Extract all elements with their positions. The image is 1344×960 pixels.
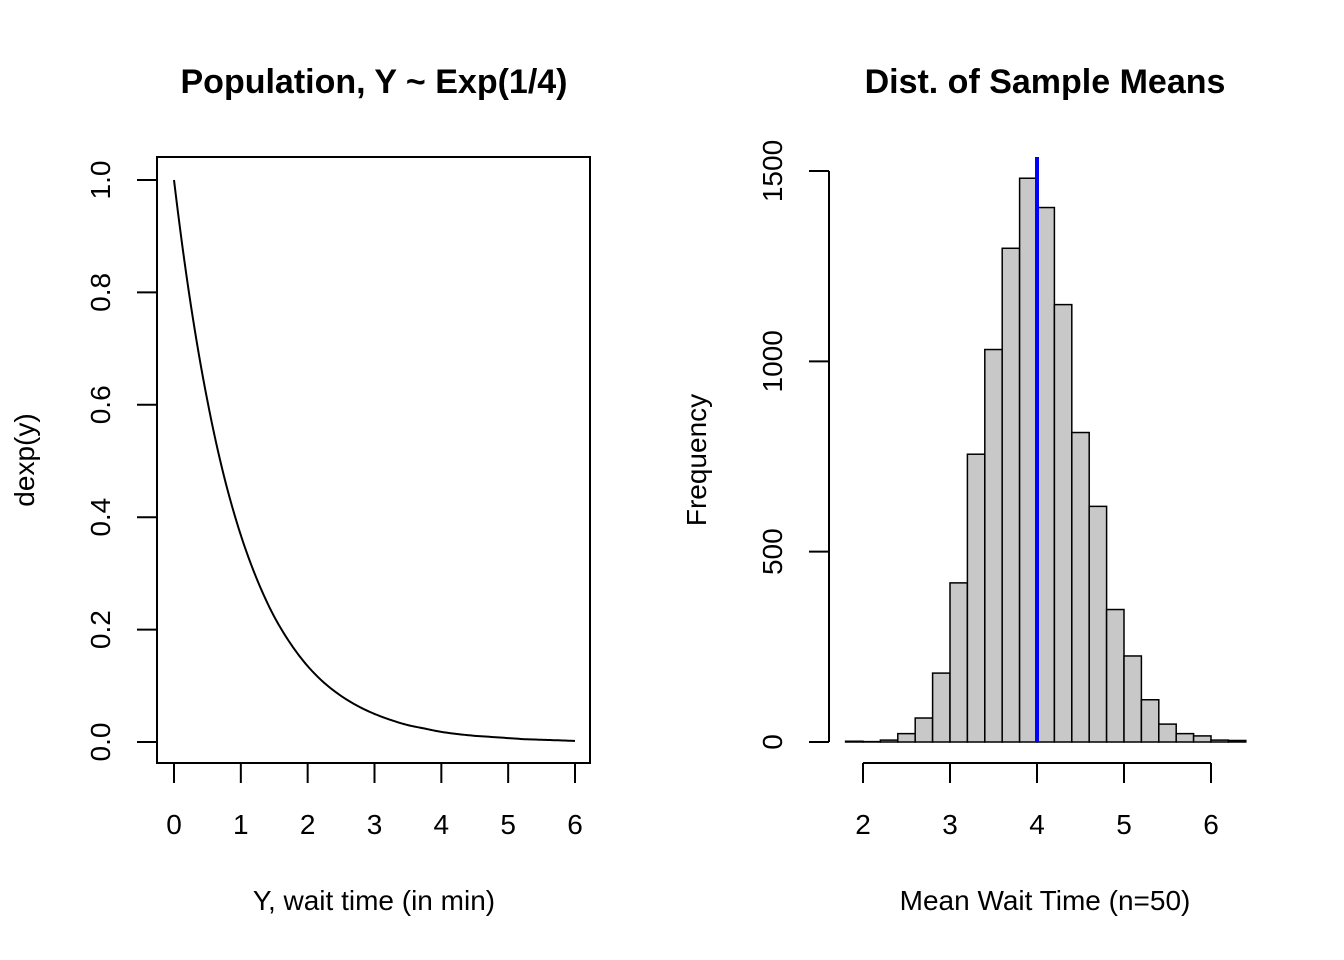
histogram-bar	[1036, 206, 1056, 743]
sample-means-panel: Dist. of Sample Means 2 3 4 5 6 0 500 1000 1500…	[681, 63, 1247, 916]
population-curve-group	[173, 179, 576, 742]
histogram-bar	[966, 453, 986, 743]
x-tick-label: 5	[500, 809, 516, 840]
histogram-bar	[1105, 608, 1125, 743]
histogram-bar	[1140, 699, 1160, 743]
histogram-bar	[1227, 739, 1247, 743]
histogram-bar	[931, 672, 951, 743]
histogram-bar	[1018, 177, 1038, 743]
sample-means-xlabel: Mean Wait Time (n=50)	[900, 885, 1191, 916]
population-x-axis: 0 1 2 3 4 5 6	[166, 762, 583, 840]
histogram-bar	[844, 740, 864, 743]
x-tick-label: 2	[300, 809, 316, 840]
x-tick-label: 6	[567, 809, 583, 840]
histogram-bar	[914, 717, 934, 743]
histogram-bar	[1053, 303, 1073, 743]
sample-means-y-axis: 0 500 1000 1500	[757, 140, 830, 750]
y-tick-label: 0.0	[85, 723, 116, 762]
x-tick-label: 0	[166, 809, 182, 840]
histogram-bar	[1071, 431, 1090, 743]
y-tick-label: 1500	[757, 140, 788, 202]
y-tick-label: 500	[757, 528, 788, 575]
x-tick-label: 5	[1116, 809, 1132, 840]
sample-means-ylabel: Frequency	[681, 394, 712, 526]
x-tick-label: 3	[367, 809, 383, 840]
histogram-bar	[984, 348, 1003, 743]
population-title: Population, Y ~ Exp(1/4)	[181, 63, 568, 101]
population-xlabel: Y, wait time (in min)	[253, 885, 495, 916]
histogram-bar	[1088, 505, 1108, 743]
histogram-bar	[949, 582, 969, 743]
x-tick-label: 4	[434, 809, 450, 840]
x-tick-label: 3	[942, 809, 958, 840]
histogram-bar	[1192, 735, 1212, 743]
histogram-bar	[897, 732, 916, 743]
y-tick-label: 1000	[757, 330, 788, 392]
x-tick-label: 4	[1029, 809, 1045, 840]
histogram-bar	[1001, 247, 1021, 743]
histogram-bar	[1175, 732, 1195, 743]
population-plot-frame	[156, 156, 591, 764]
y-tick-label: 0.4	[85, 498, 116, 537]
density-curve	[173, 179, 576, 742]
y-tick-label: 0.8	[85, 273, 116, 312]
population-ylabel: dexp(y)	[9, 413, 40, 506]
x-tick-label: 1	[233, 809, 249, 840]
y-tick-label: 1.0	[85, 161, 116, 200]
x-tick-label: 2	[855, 809, 871, 840]
y-tick-label: 0	[757, 734, 788, 750]
histogram-bars	[844, 177, 1247, 743]
histogram-bar	[1210, 739, 1230, 743]
y-tick-label: 0.6	[85, 385, 116, 424]
y-tick-label: 0.2	[85, 610, 116, 649]
population-y-axis: 0.0 0.2 0.4 0.6 0.8 1.0	[85, 161, 158, 762]
histogram-bar	[879, 739, 899, 743]
sample-means-x-axis: 2 3 4 5 6	[855, 762, 1219, 840]
sample-means-title: Dist. of Sample Means	[865, 63, 1226, 101]
histogram-bar	[1123, 655, 1143, 743]
x-tick-label: 6	[1203, 809, 1219, 840]
histogram-bar	[1158, 723, 1177, 743]
